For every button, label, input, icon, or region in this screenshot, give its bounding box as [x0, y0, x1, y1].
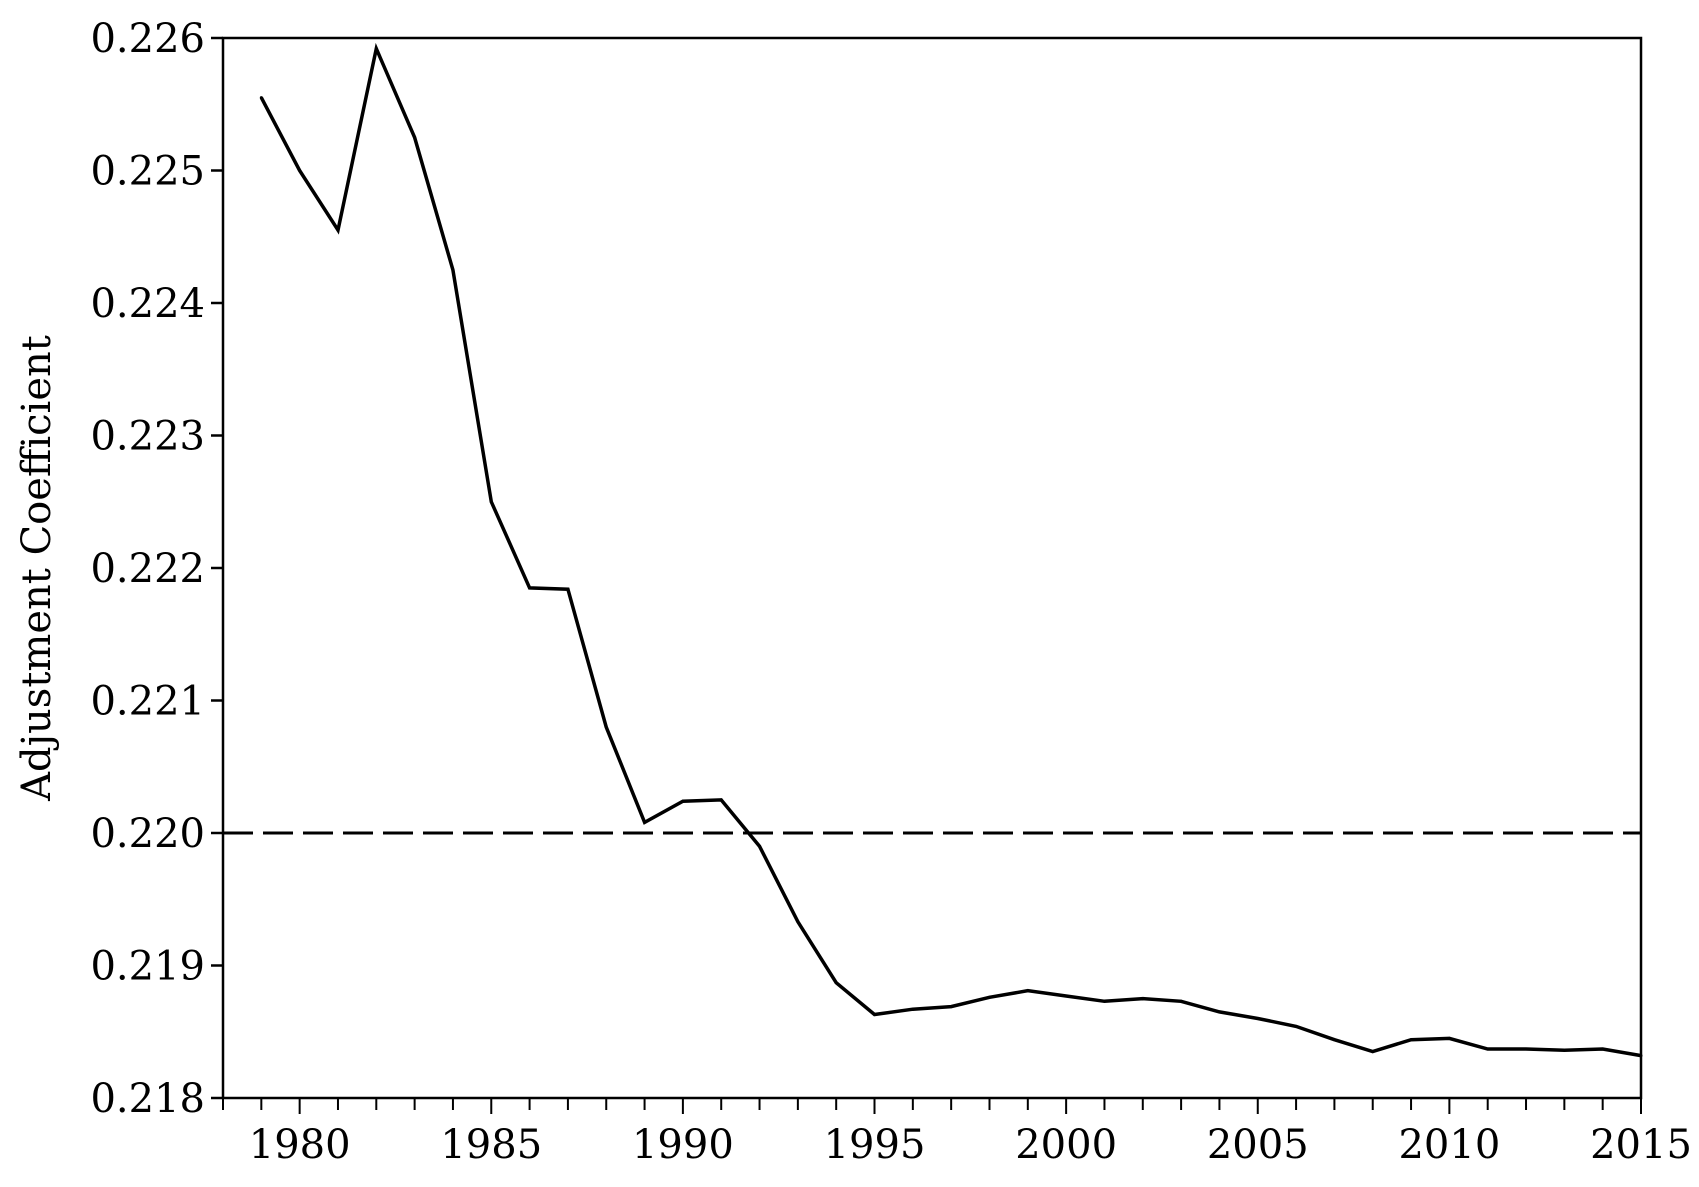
data-point-1987 [566, 587, 570, 591]
data-point-2001 [1102, 999, 1106, 1003]
x-axis: 1980 1985 1990 1995 2000 2005 2010 2015 [222, 1098, 1692, 1168]
data-point-2006 [1294, 1024, 1298, 1028]
data-point-1986 [528, 586, 532, 590]
data-point-1979 [259, 96, 263, 100]
x-tick-label: 1990 [632, 1122, 734, 1168]
x-tick-label: 2010 [1398, 1122, 1500, 1168]
data-point-1997 [949, 1005, 953, 1009]
y-axis-title: Adjustment Coefficient [14, 335, 60, 802]
y-tick-label: 0.219 [90, 944, 205, 990]
data-point-1982 [374, 47, 378, 51]
y-tick-label: 0.218 [90, 1076, 205, 1122]
data-point-2000 [1064, 994, 1068, 998]
data-point-2009 [1409, 1038, 1413, 1042]
data-point-2008 [1371, 1050, 1375, 1054]
data-point-1983 [413, 135, 417, 139]
data-point-1990 [681, 799, 685, 803]
y-tick-label: 0.225 [90, 149, 205, 195]
data-point-1989 [643, 820, 647, 824]
data-point-1980 [298, 169, 302, 172]
data-point-2010 [1447, 1036, 1451, 1040]
x-tick-label: 1980 [249, 1122, 351, 1168]
x-tick-label: 2000 [1015, 1122, 1117, 1168]
y-tick-label: 0.226 [90, 16, 205, 62]
x-tick-label: 1985 [440, 1122, 542, 1168]
plot-frame [221, 36, 1643, 1100]
x-tick-label: 1995 [824, 1122, 926, 1168]
data-point-1981 [336, 228, 340, 232]
data-point-1984 [451, 268, 455, 272]
data-point-1993 [796, 920, 800, 924]
y-tick-label: 0.223 [90, 414, 205, 460]
data-point-2015 [1639, 1054, 1643, 1058]
y-tick-label: 0.222 [90, 546, 205, 592]
data-point-2003 [1179, 999, 1183, 1003]
x-tick-label: 2015 [1590, 1122, 1692, 1168]
data-point-2005 [1256, 1017, 1260, 1020]
data-point-1985 [489, 500, 493, 504]
data-point-1994 [834, 981, 838, 985]
data-point-1992 [758, 844, 762, 848]
data-point-2011 [1486, 1047, 1490, 1051]
data-point-1999 [1026, 989, 1030, 993]
data-point-2007 [1332, 1038, 1336, 1042]
data-point-1998 [987, 995, 991, 999]
x-tick-label: 2005 [1207, 1122, 1309, 1168]
data-point-1995 [873, 1013, 877, 1017]
data-point-2002 [1141, 997, 1145, 1001]
y-tick-label: 0.221 [90, 679, 205, 725]
y-axis: 0.218 0.219 0.220 0.221 0.222 0.223 0.224 0.225… [90, 16, 223, 1122]
data-point-1991 [719, 798, 723, 802]
data-point-2004 [1217, 1010, 1221, 1014]
y-tick-label: 0.220 [90, 811, 205, 857]
series-points [259, 47, 1643, 1058]
data-point-2014 [1601, 1047, 1605, 1051]
data-point-2013 [1562, 1048, 1566, 1052]
series-line [259, 42, 1642, 1058]
y-tick-label: 0.224 [90, 281, 205, 327]
data-point-2012 [1524, 1047, 1528, 1051]
data-point-1996 [911, 1007, 915, 1011]
data-point-1988 [604, 725, 608, 729]
